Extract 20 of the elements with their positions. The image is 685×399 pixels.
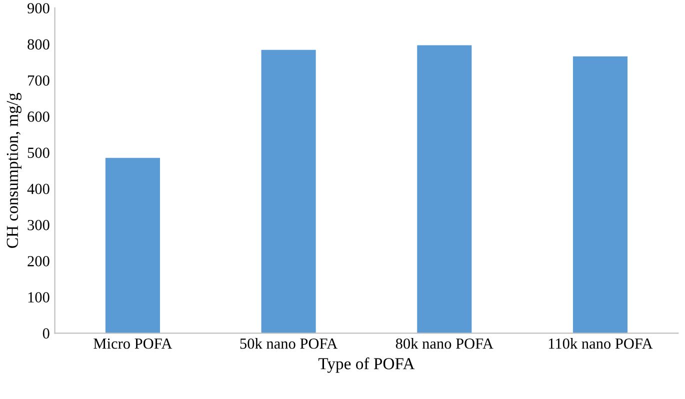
bar xyxy=(572,56,628,334)
x-tick-label: 110k nano POFA xyxy=(548,338,653,349)
bar xyxy=(105,158,160,334)
y-axis-title: CH consumption, mg/g xyxy=(6,92,22,248)
y-tick-label: 400 xyxy=(27,184,50,194)
y-tick-label: 300 xyxy=(28,220,50,230)
y-tick-label: 200 xyxy=(28,256,50,266)
bar xyxy=(261,50,316,334)
y-tick-label: 0 xyxy=(42,328,50,339)
x-tick-label: 80k nano POFA xyxy=(396,338,494,349)
x-tick-label: Micro POFA xyxy=(94,338,172,349)
bar xyxy=(417,45,472,334)
y-tick-label: 600 xyxy=(28,112,50,122)
y-tick-label: 500 xyxy=(28,148,50,158)
y-tick-label: 900 xyxy=(28,3,50,14)
y-tick-label: 700 xyxy=(28,75,50,86)
x-axis-title: Type of POFA xyxy=(318,357,415,373)
y-tick-label: 100 xyxy=(28,292,50,302)
y-tick-label: 800 xyxy=(28,39,50,50)
x-tick-label: 50k nano POFA xyxy=(240,338,338,349)
